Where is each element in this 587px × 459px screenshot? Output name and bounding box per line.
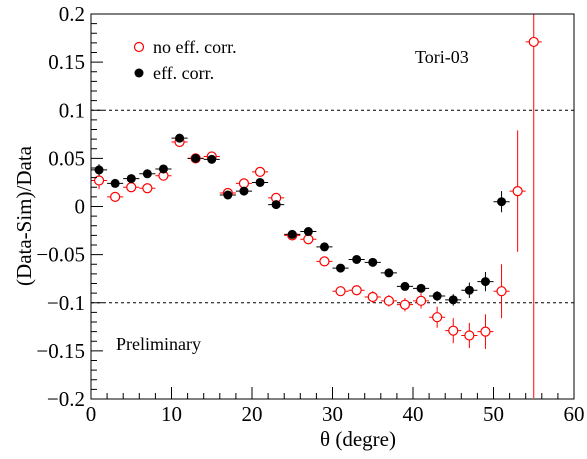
data-point-series0 — [303, 234, 314, 245]
data-point-series1 — [319, 242, 329, 252]
x-tick-label: 60 — [564, 402, 585, 426]
y-tick-label: 0.2 — [59, 2, 85, 26]
legend-marker-eff-corr — [134, 68, 144, 78]
data-point-series0 — [351, 285, 362, 296]
data-point-series1 — [110, 178, 120, 188]
x-tick-label: 30 — [322, 402, 343, 426]
data-point-series1 — [400, 281, 410, 291]
data-point-series1 — [336, 263, 346, 273]
legend-marker-no-eff-corr — [133, 41, 145, 53]
data-point-series1 — [303, 227, 313, 237]
data-point-series1 — [94, 165, 104, 175]
x-tick-label: 0 — [86, 402, 97, 426]
data-point-series1 — [271, 200, 281, 210]
data-point-series1 — [207, 154, 217, 164]
data-point-series0 — [415, 295, 427, 306]
reference-lines — [91, 109, 574, 304]
data-point-series1 — [416, 283, 426, 293]
legend-label-no-eff-corr: no eff. corr. — [153, 37, 237, 57]
data-point-series1 — [287, 229, 297, 239]
data-point-series0 — [399, 299, 411, 310]
y-tick-label: 0.15 — [48, 50, 85, 74]
data-point-series0 — [319, 256, 330, 267]
data-point-series0 — [110, 191, 121, 202]
data-point-series1 — [191, 153, 201, 163]
y-axis: −0.2 −0.15 −0.1 −0.05 0 0.05 0.1 0.15 0.2 — [36, 2, 103, 411]
data-point-series0 — [238, 178, 250, 189]
data-point-series0 — [448, 325, 459, 336]
data-point-series0 — [142, 183, 153, 194]
data-point-series1 — [480, 277, 490, 287]
annotation-tori: Tori-03 — [415, 47, 469, 67]
data-point-series0 — [464, 330, 475, 341]
data-point-series0 — [528, 36, 539, 48]
data-point-series0 — [126, 182, 137, 193]
y-axis-label: (Data-Sim)/Data — [12, 145, 36, 286]
data-point-series0 — [254, 166, 266, 177]
data-point-series1 — [368, 257, 378, 267]
data-point-series1 — [126, 174, 136, 184]
y-tick-label: 0.1 — [59, 98, 85, 122]
data-point-series1 — [142, 169, 152, 179]
data-point-series0 — [480, 326, 491, 337]
data-point-series0 — [496, 286, 507, 297]
y-tick-label: 0 — [75, 195, 86, 219]
legend: no eff. corr. eff. corr. — [133, 37, 237, 83]
data-point-series0 — [432, 312, 443, 323]
data-markers — [93, 36, 539, 341]
x-tick-label: 10 — [161, 402, 182, 426]
data-point-series1 — [158, 164, 168, 174]
y-tick-label: −0.1 — [47, 291, 85, 315]
y-tick-label: 0.05 — [48, 146, 85, 170]
data-point-series1 — [384, 268, 394, 278]
x-axis: 0 10 20 30 40 50 60 — [86, 387, 585, 426]
data-point-series1 — [464, 285, 474, 295]
y-tick-label: −0.2 — [47, 387, 85, 411]
data-point-series0 — [367, 291, 378, 303]
data-point-series1 — [175, 133, 185, 143]
data-point-series0 — [93, 175, 105, 186]
data-point-series1 — [497, 197, 507, 207]
annotation-preliminary: Preliminary — [116, 334, 201, 354]
data-point-series1 — [223, 190, 233, 200]
data-point-series0 — [335, 286, 346, 297]
x-tick-label: 40 — [403, 402, 424, 426]
data-point-series1 — [255, 177, 265, 187]
data-point-series1 — [352, 254, 362, 264]
data-point-series1 — [239, 186, 249, 196]
y-tick-label: −0.15 — [36, 339, 85, 363]
data-point-series0 — [512, 186, 523, 197]
x-tick-label: 20 — [242, 402, 263, 426]
data-point-series1 — [448, 295, 458, 305]
legend-label-eff-corr: eff. corr. — [153, 63, 214, 83]
y-tick-label: −0.05 — [36, 243, 85, 267]
data-point-series0 — [383, 295, 394, 306]
x-tick-label: 50 — [483, 402, 504, 426]
data-point-series1 — [432, 291, 442, 301]
x-axis-label: θ (degre) — [320, 427, 396, 451]
